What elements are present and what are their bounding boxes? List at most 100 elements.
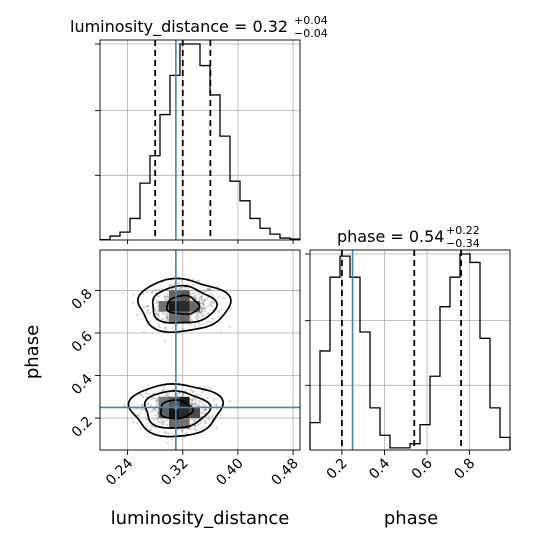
scatter-point bbox=[195, 311, 198, 314]
scatter-point bbox=[160, 318, 163, 321]
scatter-point bbox=[192, 396, 195, 400]
scatter-point bbox=[164, 432, 167, 435]
scatter-point bbox=[204, 420, 208, 424]
scatter-point bbox=[146, 402, 150, 405]
y-axis-title-phase: phase bbox=[22, 325, 43, 379]
scatter-point bbox=[166, 312, 169, 315]
scatter-point bbox=[192, 402, 195, 405]
scatter-point bbox=[213, 397, 216, 401]
scatter-point bbox=[153, 408, 156, 411]
title-ld-minus: −0.04 bbox=[294, 27, 328, 40]
joint-truth-point bbox=[173, 404, 179, 410]
scatter-point bbox=[152, 408, 155, 411]
scatter-point bbox=[200, 297, 204, 301]
scatter-point bbox=[191, 390, 194, 393]
scatter-point bbox=[182, 392, 185, 395]
scatter-point bbox=[156, 305, 160, 308]
joint-ytick-label-0: 0.2 bbox=[69, 414, 96, 441]
scatter-point bbox=[199, 412, 202, 415]
scatter-point bbox=[183, 286, 186, 289]
scatter-point bbox=[201, 307, 204, 310]
scatter-point bbox=[220, 331, 223, 334]
scatter-point bbox=[204, 409, 207, 412]
ld-histogram-step bbox=[99, 43, 301, 241]
scatter-point bbox=[162, 385, 165, 388]
scatter-point bbox=[197, 321, 200, 325]
scatter-point bbox=[191, 403, 194, 407]
scatter-point bbox=[201, 302, 204, 305]
ph-xtick-label-1: 0.4 bbox=[366, 455, 393, 482]
scatter-point bbox=[166, 289, 169, 292]
scatter-point bbox=[195, 296, 198, 300]
contour-mode1-level1 bbox=[143, 390, 212, 429]
scatter-point bbox=[166, 293, 169, 296]
scatter-point bbox=[138, 412, 141, 415]
scatter-point bbox=[138, 408, 142, 411]
scatter-point bbox=[228, 325, 231, 328]
scatter-point bbox=[190, 402, 194, 405]
scatter-point bbox=[164, 295, 167, 298]
scatter-point bbox=[204, 298, 207, 301]
scatter-point bbox=[200, 295, 203, 299]
scatter-point bbox=[203, 290, 206, 293]
density-cell-10 bbox=[158, 407, 169, 419]
scatter-point bbox=[195, 294, 198, 297]
contour-mode1-level2 bbox=[127, 383, 224, 438]
scatter-point bbox=[204, 290, 207, 293]
scatter-point bbox=[166, 295, 169, 298]
scatter-point bbox=[181, 393, 184, 396]
scatter-point bbox=[153, 397, 156, 400]
scatter-point bbox=[202, 300, 206, 303]
scatter-point bbox=[200, 307, 203, 311]
joint-xtick-label-1: 0.32 bbox=[158, 456, 191, 489]
scatter-point bbox=[203, 307, 206, 310]
scatter-point bbox=[194, 403, 197, 406]
scatter-point bbox=[193, 325, 197, 328]
scatter-point bbox=[190, 403, 193, 406]
scatter-point bbox=[142, 331, 145, 334]
scatter-point bbox=[163, 295, 166, 298]
scatter-point bbox=[165, 326, 168, 329]
scatter-point bbox=[201, 309, 204, 312]
scatter-point bbox=[165, 419, 168, 422]
scatter-point bbox=[203, 307, 206, 310]
scatter-point bbox=[166, 441, 170, 445]
scatter-point bbox=[152, 408, 155, 412]
scatter-point bbox=[157, 313, 160, 316]
scatter-point bbox=[147, 308, 150, 311]
joint-ytick-label-3: 0.8 bbox=[69, 286, 96, 313]
scatter-point bbox=[143, 306, 146, 309]
scatter-point bbox=[217, 295, 220, 298]
scatter-point bbox=[212, 400, 215, 403]
density-cell-6 bbox=[168, 311, 180, 323]
scatter-point bbox=[165, 314, 168, 318]
scatter-point bbox=[206, 312, 209, 315]
scatter-point bbox=[184, 389, 187, 392]
scatter-point bbox=[200, 306, 203, 309]
scatter-point bbox=[189, 403, 192, 406]
scatter-point bbox=[168, 283, 171, 286]
scatter-point bbox=[178, 288, 181, 291]
scatter-point bbox=[220, 308, 223, 311]
scatter-point bbox=[203, 386, 206, 389]
scatter-point bbox=[162, 389, 166, 392]
scatter-point bbox=[165, 394, 168, 397]
scatter-point bbox=[123, 404, 126, 407]
density-cell-7 bbox=[179, 311, 190, 323]
scatter-point bbox=[198, 298, 201, 301]
scatter-point bbox=[176, 392, 179, 395]
scatter-point bbox=[161, 422, 164, 425]
contour-mode0-level2 bbox=[136, 277, 232, 334]
scatter-point bbox=[137, 403, 140, 407]
title-phase-plus: +0.22 bbox=[446, 224, 480, 237]
scatter-point bbox=[194, 425, 197, 428]
scatter-point bbox=[204, 306, 207, 310]
density-cell-1 bbox=[179, 301, 190, 312]
scatter-point bbox=[194, 417, 197, 420]
scatter-point bbox=[163, 430, 167, 434]
scatter-point bbox=[189, 299, 192, 302]
scatter-point bbox=[200, 310, 203, 313]
scatter-point bbox=[149, 428, 153, 431]
scatter-point bbox=[148, 320, 152, 323]
scatter-point bbox=[197, 315, 200, 318]
